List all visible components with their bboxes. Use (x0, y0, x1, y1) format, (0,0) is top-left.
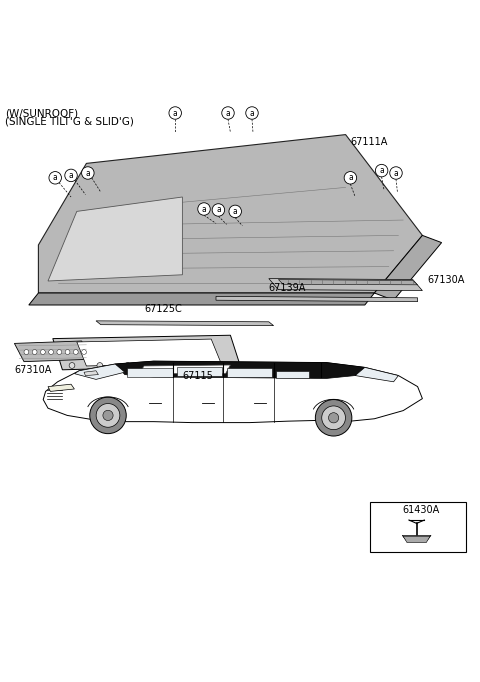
Circle shape (48, 350, 53, 355)
Text: a: a (394, 168, 398, 177)
Text: a: a (383, 505, 388, 514)
Circle shape (73, 350, 78, 355)
Circle shape (125, 363, 131, 368)
Polygon shape (278, 280, 418, 285)
Text: 67125C: 67125C (144, 304, 182, 314)
Circle shape (82, 350, 86, 355)
Text: a: a (202, 205, 206, 213)
Polygon shape (96, 321, 274, 325)
Polygon shape (374, 235, 442, 300)
Polygon shape (227, 368, 272, 376)
Polygon shape (115, 361, 365, 379)
Circle shape (328, 413, 339, 423)
Circle shape (378, 503, 393, 517)
Circle shape (180, 363, 186, 368)
Circle shape (153, 363, 158, 368)
Circle shape (322, 406, 346, 430)
Polygon shape (403, 536, 430, 543)
Text: (SINGLE TILT'G & SLID'G): (SINGLE TILT'G & SLID'G) (5, 117, 133, 127)
Polygon shape (29, 293, 374, 305)
Text: a: a (348, 173, 353, 182)
Polygon shape (43, 361, 422, 423)
Text: (W/SUNROOF): (W/SUNROOF) (5, 108, 78, 118)
Circle shape (49, 172, 61, 184)
Polygon shape (127, 368, 173, 377)
Polygon shape (139, 365, 230, 374)
Polygon shape (269, 279, 422, 291)
Polygon shape (53, 336, 240, 370)
Polygon shape (216, 297, 418, 301)
Circle shape (222, 107, 234, 119)
Circle shape (344, 172, 357, 184)
Text: 67111A: 67111A (350, 137, 388, 147)
Polygon shape (77, 339, 221, 366)
Polygon shape (84, 371, 98, 376)
Circle shape (103, 411, 113, 421)
Circle shape (97, 363, 103, 368)
Polygon shape (276, 371, 309, 379)
Text: a: a (85, 168, 90, 177)
Text: a: a (233, 207, 238, 216)
Circle shape (246, 107, 258, 119)
Text: 67139A: 67139A (269, 283, 306, 293)
Polygon shape (14, 341, 91, 361)
Circle shape (96, 404, 120, 427)
Polygon shape (38, 134, 422, 293)
Polygon shape (402, 535, 431, 540)
Circle shape (24, 350, 29, 355)
Circle shape (32, 350, 37, 355)
Text: a: a (216, 205, 221, 214)
Polygon shape (74, 364, 125, 379)
Circle shape (212, 204, 225, 216)
Polygon shape (48, 197, 182, 281)
Text: a: a (226, 108, 230, 117)
Circle shape (169, 107, 181, 119)
Text: a: a (69, 171, 73, 180)
Circle shape (208, 363, 214, 368)
Circle shape (375, 164, 388, 177)
Polygon shape (177, 368, 222, 376)
Polygon shape (48, 384, 74, 391)
Text: a: a (173, 108, 178, 117)
Circle shape (315, 400, 352, 436)
Text: a: a (379, 166, 384, 175)
Circle shape (40, 350, 45, 355)
Text: a: a (53, 173, 58, 182)
Circle shape (65, 169, 77, 181)
Text: 67130A: 67130A (427, 275, 465, 284)
Circle shape (198, 203, 210, 216)
Text: 67115: 67115 (182, 371, 213, 381)
Circle shape (57, 350, 62, 355)
Text: a: a (250, 108, 254, 117)
Text: 67310A: 67310A (14, 365, 52, 375)
Circle shape (90, 397, 126, 434)
Circle shape (229, 205, 241, 218)
Polygon shape (355, 368, 398, 382)
Circle shape (82, 167, 94, 179)
FancyBboxPatch shape (370, 502, 466, 552)
Circle shape (65, 350, 70, 355)
Circle shape (69, 363, 75, 368)
Text: 61430A: 61430A (402, 505, 440, 515)
Circle shape (390, 167, 402, 179)
